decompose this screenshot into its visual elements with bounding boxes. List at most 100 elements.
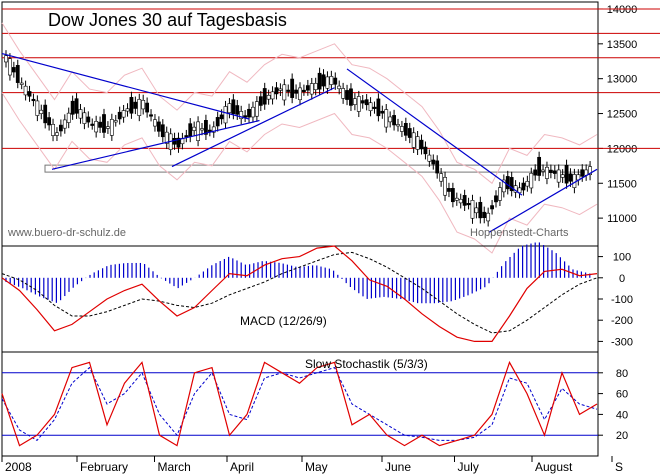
candle-body bbox=[176, 137, 181, 148]
candle-body bbox=[501, 179, 506, 193]
candle-body bbox=[98, 121, 102, 128]
candle-body bbox=[31, 98, 36, 102]
candle-body bbox=[305, 85, 310, 91]
candle-body bbox=[62, 119, 67, 129]
stochastic-panel: 80 60 40 20 bbox=[1, 351, 628, 457]
candle-body bbox=[262, 88, 267, 105]
candle-body bbox=[286, 89, 291, 92]
candle-body bbox=[11, 67, 16, 73]
candle-body bbox=[196, 121, 200, 141]
candle-body bbox=[564, 164, 569, 184]
candle-body bbox=[325, 76, 330, 89]
candle-body bbox=[384, 109, 389, 128]
panel-frame bbox=[1, 245, 599, 353]
candle-body bbox=[121, 110, 126, 118]
candle-body bbox=[435, 160, 440, 174]
candle-body bbox=[227, 103, 232, 114]
candle-body bbox=[129, 97, 134, 114]
candle-body bbox=[427, 154, 432, 162]
candle-body bbox=[200, 128, 204, 131]
candle-body bbox=[215, 117, 220, 127]
candle-body bbox=[349, 88, 353, 106]
x-tick-label: May bbox=[305, 460, 328, 474]
candle-body bbox=[27, 91, 32, 97]
candle-body bbox=[450, 188, 455, 203]
candle-body bbox=[466, 203, 471, 206]
y-tick-label: 80 bbox=[616, 368, 628, 380]
candle-body bbox=[153, 119, 157, 127]
candle-body bbox=[380, 110, 385, 114]
candle-body bbox=[274, 87, 279, 95]
candle-body bbox=[188, 123, 193, 137]
candle-body bbox=[560, 174, 565, 178]
candle-body bbox=[4, 55, 8, 63]
candle-body bbox=[43, 104, 48, 124]
candle-body bbox=[368, 102, 373, 112]
candle-body bbox=[47, 117, 52, 126]
trendline bbox=[171, 87, 335, 168]
candle-body bbox=[321, 74, 326, 87]
candle-body bbox=[145, 102, 150, 113]
candle-body bbox=[258, 96, 263, 106]
candle-body bbox=[254, 101, 259, 117]
y-tick-label: -300 bbox=[611, 336, 633, 348]
candle-body bbox=[55, 132, 59, 136]
x-axis: 2008 February March April May June July August S bbox=[1, 456, 623, 474]
y-tick-label: 0 bbox=[619, 273, 625, 285]
candle-body bbox=[588, 166, 592, 176]
y-tick-label: 13000 bbox=[607, 74, 638, 86]
candle-body bbox=[415, 136, 420, 150]
candle-body bbox=[78, 109, 83, 119]
candle-body bbox=[247, 108, 251, 118]
candle-body bbox=[552, 170, 557, 174]
macd-panel: 100 0 -100 -200 -300 bbox=[1, 242, 633, 353]
candle-body bbox=[290, 78, 295, 98]
y-tick-label: 40 bbox=[616, 409, 628, 421]
candle-body bbox=[19, 82, 24, 85]
y-tick-label: 100 bbox=[613, 252, 631, 264]
trendline bbox=[1, 53, 250, 120]
candle-body bbox=[490, 205, 494, 210]
x-tick-label: S bbox=[615, 460, 623, 474]
candle-body bbox=[482, 211, 487, 219]
candle-body bbox=[572, 174, 577, 188]
candle-body bbox=[160, 124, 165, 138]
candle-body bbox=[474, 207, 479, 214]
stochastic-label: Slow Stochastik (5/3/3) bbox=[305, 357, 428, 371]
candle-body bbox=[403, 122, 408, 136]
lower-envelope bbox=[1, 92, 598, 254]
candle-body bbox=[243, 115, 248, 118]
candle-body bbox=[376, 98, 381, 117]
candle-body bbox=[533, 169, 538, 176]
candle-body bbox=[223, 106, 228, 124]
candle-body bbox=[478, 201, 483, 219]
candle-body bbox=[439, 173, 444, 182]
candle-body bbox=[251, 106, 255, 118]
candle-body bbox=[184, 135, 189, 138]
candle-body bbox=[149, 114, 153, 117]
candle-body bbox=[364, 99, 369, 106]
candle-body bbox=[204, 120, 208, 135]
candle-body bbox=[352, 98, 357, 105]
candle-body bbox=[15, 65, 20, 83]
candle-body bbox=[70, 100, 75, 115]
watermark-left: www.buero-dr-schulz.de bbox=[7, 227, 126, 239]
candle-body bbox=[494, 195, 498, 203]
candle-body bbox=[317, 72, 322, 90]
candle-body bbox=[125, 108, 130, 112]
candle-body bbox=[82, 112, 87, 124]
y-tick-label: -200 bbox=[611, 315, 633, 327]
candle-body bbox=[486, 212, 491, 222]
candle-body bbox=[90, 123, 95, 126]
candle-body bbox=[329, 76, 334, 85]
y-tick-label: 11000 bbox=[607, 213, 637, 225]
candle-body bbox=[278, 88, 283, 91]
macd-line bbox=[1, 245, 598, 342]
candle-body bbox=[106, 126, 110, 129]
candle-body bbox=[192, 126, 197, 131]
candle-body bbox=[156, 121, 161, 132]
candle-body bbox=[521, 182, 526, 191]
candle-body bbox=[333, 77, 338, 85]
y-tick-label: 12500 bbox=[607, 109, 638, 121]
